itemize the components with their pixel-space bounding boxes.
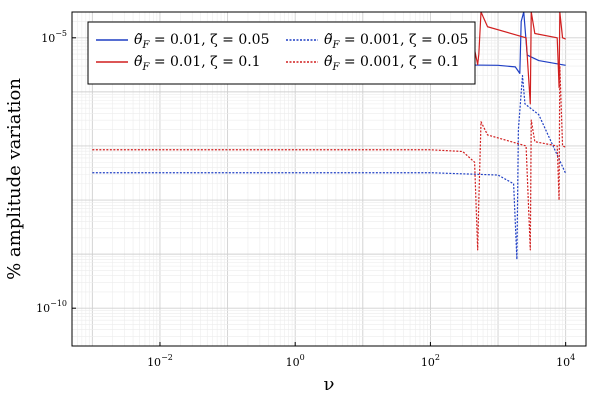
axis-ticks: 10−2 100 102 104 10−10 10−5 (36, 29, 575, 369)
y-tick-label: 10−10 (36, 299, 67, 315)
legend-label: θ̃F = 0.001, ζ = 0.05 (324, 32, 468, 51)
x-tick-label: 10−2 (147, 353, 173, 369)
plot-frame (71, 11, 587, 347)
series-line-4 (92, 65, 566, 251)
legend-box (87, 21, 476, 85)
legend-label: θ̃F = 0.01, ζ = 0.05 (134, 32, 269, 51)
y-axis-label: % amplitude variation (4, 78, 25, 280)
x-tick-label: 102 (421, 353, 440, 369)
x-axis-label: ν (324, 374, 335, 395)
series-line-3 (92, 75, 567, 260)
x-tick-label: 100 (286, 353, 305, 369)
x-tick-label: 104 (556, 353, 575, 369)
legend-label: θ̃F = 0.001, ζ = 0.1 (324, 54, 459, 73)
legend: θ̃F = 0.01, ζ = 0.05 θ̃F = 0.01, ζ = 0.1 θ… (87, 21, 476, 85)
y-tick-label: 10−5 (41, 29, 67, 45)
legend-label: θ̃F = 0.01, ζ = 0.1 (134, 54, 261, 73)
